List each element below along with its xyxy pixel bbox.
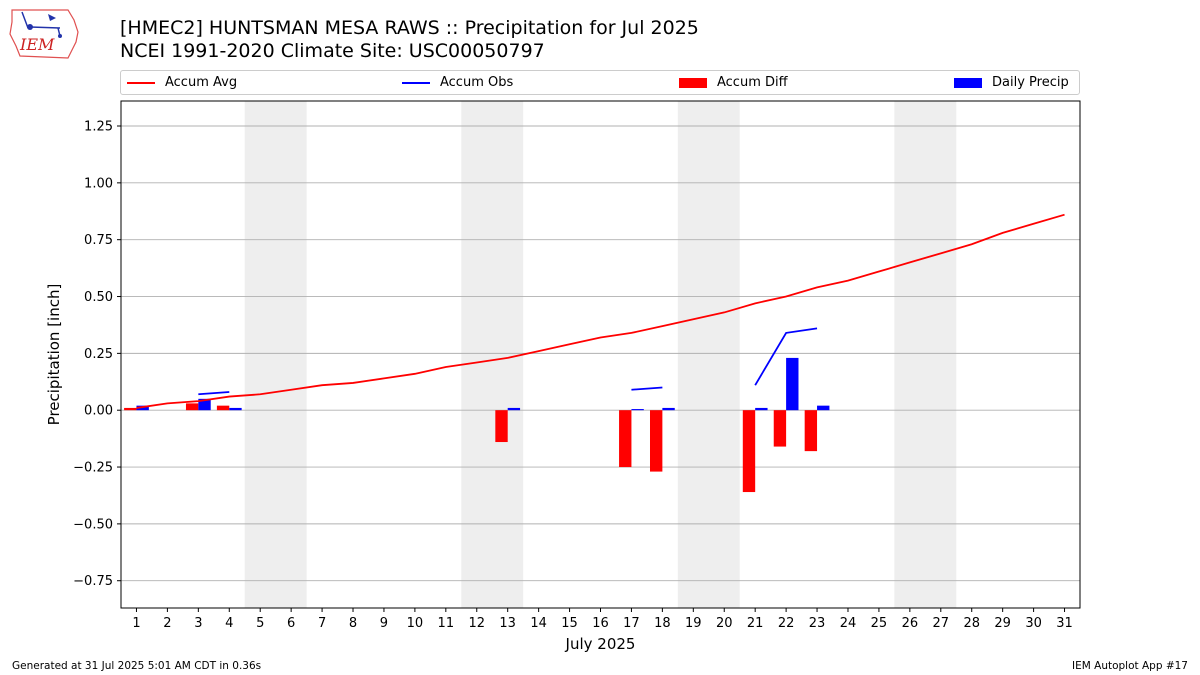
accum-diff-bar	[495, 410, 508, 443]
weekend-shade-1	[461, 101, 524, 608]
x-tick-label: 11	[438, 616, 455, 631]
x-tick-label: 2	[163, 616, 171, 631]
accum-obs-line	[754, 327, 818, 386]
x-tick-label: 22	[778, 616, 795, 631]
daily-precip-bar	[817, 405, 830, 411]
y-tick-label: 0.50	[84, 290, 113, 305]
daily-precip-bar	[631, 409, 644, 411]
legend-label-accum-diff: Accum Diff	[717, 75, 788, 90]
y-tick-label: 0.75	[84, 233, 113, 248]
accum-diff-bar	[619, 410, 632, 468]
daily-precip-bar	[786, 357, 799, 411]
x-tick-label: 23	[809, 616, 826, 631]
y-tick-label: 0.00	[84, 404, 113, 419]
x-tick-label: 31	[1056, 616, 1073, 631]
legend-item-daily-precip: Daily Precip	[954, 71, 1069, 94]
accum-diff-bar	[773, 410, 787, 447]
y-tick-label: −0.75	[73, 574, 113, 589]
x-tick-label: 15	[561, 616, 578, 631]
accum-diff-bar	[804, 410, 818, 452]
x-tick-label: 4	[225, 616, 233, 631]
accum-diff-bar	[649, 410, 663, 472]
x-tick-label: 12	[468, 616, 485, 631]
weekend-shade-3	[894, 101, 957, 608]
legend-swatch-accum-avg	[127, 81, 155, 84]
legend-label-daily-precip: Daily Precip	[992, 75, 1069, 90]
chart-title: [HMEC2] HUNTSMAN MESA RAWS :: Precipitat…	[120, 17, 699, 39]
daily-precip-bar	[755, 407, 768, 411]
accum-diff-bar	[742, 410, 756, 493]
legend-item-accum-obs: Accum Obs	[402, 71, 513, 94]
daily-precip-bar	[229, 407, 242, 411]
legend-swatch-accum-diff	[679, 77, 707, 88]
legend-label-accum-obs: Accum Obs	[440, 75, 514, 90]
x-tick-label: 9	[380, 616, 388, 631]
x-tick-label: 7	[318, 616, 326, 631]
x-tick-label: 14	[530, 616, 547, 631]
accum-obs-line	[198, 391, 230, 396]
x-tick-label: 28	[963, 616, 980, 631]
x-tick-label: 5	[256, 616, 264, 631]
logo-text: IEM	[19, 35, 55, 54]
accum-diff-bar	[185, 403, 199, 411]
x-tick-label: 10	[407, 616, 424, 631]
iem-iowa-logo-icon: IEM	[9, 9, 79, 59]
footer-generated-text: Generated at 31 Jul 2025 5:01 AM CDT in …	[12, 660, 262, 672]
x-tick-label: 3	[194, 616, 202, 631]
weekend-shade-0	[244, 101, 307, 608]
legend-swatch-accum-obs	[402, 81, 430, 84]
x-tick-label: 29	[994, 616, 1011, 631]
x-tick-label: 21	[747, 616, 764, 631]
x-tick-label: 8	[349, 616, 357, 631]
y-tick-label: −0.50	[73, 517, 113, 532]
x-tick-label: 25	[871, 616, 888, 631]
x-tick-label: 24	[840, 616, 857, 631]
x-tick-label: 19	[685, 616, 702, 631]
x-tick-label: 6	[287, 616, 295, 631]
x-tick-label: 13	[499, 616, 516, 631]
x-tick-label: 27	[933, 616, 950, 631]
y-tick-label: 1.00	[84, 176, 113, 191]
accum-obs-line	[631, 386, 663, 391]
y-tick-label: 0.25	[84, 347, 113, 362]
legend-swatch-daily-precip	[954, 77, 982, 88]
x-tick-label: 30	[1025, 616, 1042, 631]
weekend-shade-2	[677, 101, 740, 608]
accum-diff-bar	[216, 405, 230, 411]
x-tick-label: 20	[716, 616, 733, 631]
x-axis-label: July 2025	[565, 635, 636, 653]
legend-item-accum-avg: Accum Avg	[127, 71, 237, 94]
daily-precip-bar	[507, 407, 521, 411]
accum-avg-line	[136, 213, 1065, 409]
legend-item-accum-diff: Accum Diff	[679, 71, 788, 94]
y-axis-label: Precipitation [inch]	[45, 284, 63, 426]
plot-frame	[120, 100, 1081, 609]
footer-app-text: IEM Autoplot App #17	[1072, 660, 1188, 672]
chart-legend: Accum Avg Accum Obs Accum Diff Daily Pre…	[120, 70, 1080, 95]
legend-label-accum-avg: Accum Avg	[165, 75, 238, 90]
y-tick-label: 1.25	[84, 120, 113, 135]
x-tick-label: 17	[623, 616, 640, 631]
x-tick-label: 18	[654, 616, 671, 631]
accum-diff-bar	[124, 407, 137, 411]
x-tick-label: 16	[592, 616, 609, 631]
x-tick-label: 1	[132, 616, 140, 631]
chart-subtitle: NCEI 1991-2020 Climate Site: USC00050797	[120, 40, 545, 62]
daily-precip-bar	[198, 398, 211, 411]
y-tick-label: −0.25	[73, 461, 113, 476]
x-tick-label: 26	[902, 616, 919, 631]
daily-precip-bar	[662, 407, 675, 411]
